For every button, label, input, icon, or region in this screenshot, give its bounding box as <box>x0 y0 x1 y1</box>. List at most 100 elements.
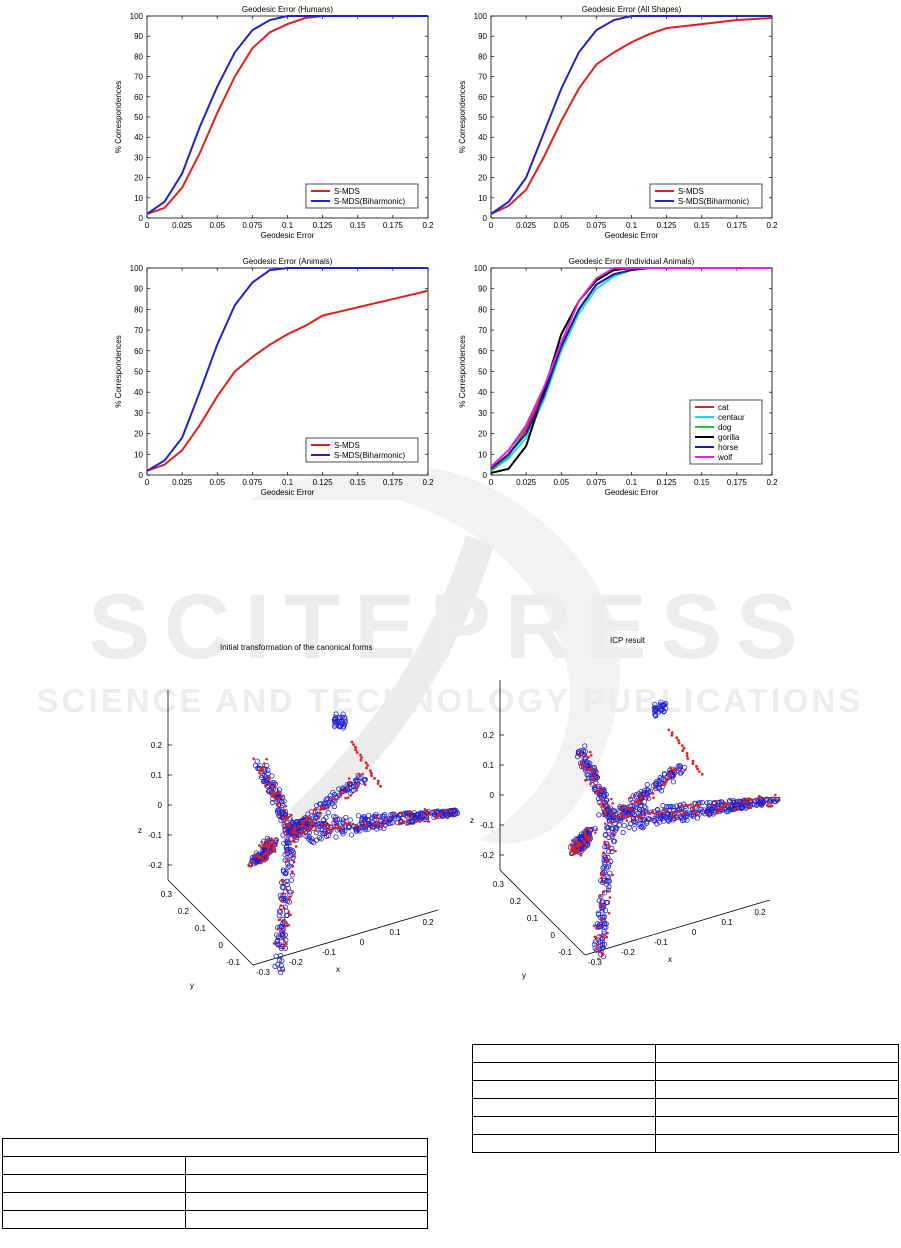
scatter-point <box>599 894 602 898</box>
scatter-point <box>282 969 286 972</box>
scatter-point <box>342 828 348 834</box>
scatter-point <box>324 823 327 826</box>
x-tick-label: 0.1 <box>282 221 294 230</box>
scatter-point <box>319 811 322 815</box>
scatter-point <box>348 821 351 825</box>
y-tick-label: 60 <box>478 93 487 102</box>
scatter-point <box>677 741 681 745</box>
scatter-point <box>612 832 615 836</box>
scatter-point <box>292 826 296 830</box>
scatter-point <box>745 801 749 804</box>
scatter-point <box>669 766 672 769</box>
y-tick-label: 90 <box>478 32 487 41</box>
y-axis-label: % Correspondences <box>114 335 123 407</box>
x-tick-label: 0.025 <box>516 478 537 487</box>
scatter-point <box>311 813 315 816</box>
y-axis-title: y <box>522 971 526 980</box>
scatter-point <box>601 953 604 957</box>
scatter-point <box>569 850 573 854</box>
x-tick-label: 0.05 <box>553 478 569 487</box>
chart-title: Geodesic Error (Animals) <box>243 257 333 266</box>
scatter-point <box>685 754 689 758</box>
scatter-point <box>711 804 714 807</box>
z-tick-label: 0.1 <box>483 761 495 770</box>
table-cell <box>655 1098 899 1117</box>
scatter-point <box>363 783 367 787</box>
table-cell <box>2 1210 186 1229</box>
scatter-point <box>261 765 265 769</box>
scatter-point <box>372 816 378 822</box>
y-tick-label: 100 <box>130 264 144 273</box>
scatter-point <box>737 799 740 803</box>
scatter-point <box>722 807 725 811</box>
scatter-point <box>608 896 612 899</box>
scatter-point <box>695 765 698 768</box>
scatter-point <box>265 757 268 761</box>
scatter-point <box>269 789 273 793</box>
scatter-point <box>596 898 602 904</box>
scatter-point <box>325 810 331 816</box>
scatter-point <box>641 804 648 810</box>
scatter-point <box>279 958 285 964</box>
scatter-point <box>273 953 279 959</box>
y-tick-label: 10 <box>134 194 143 203</box>
legend-label: horse <box>718 443 739 452</box>
scatter-point <box>409 817 415 823</box>
scatter-point <box>715 799 718 803</box>
x-tick-label: 0 <box>145 478 150 487</box>
scatter-point <box>272 793 275 797</box>
plot-area: 0 0.025 0.05 0.075 0.1 0.125 0.15 0.175 0.2 0 10 20… <box>114 5 434 240</box>
y-axis-line <box>499 869 586 956</box>
scatter-point <box>283 870 289 877</box>
y-tick-label: 0.1 <box>195 924 207 933</box>
scatter-point <box>589 769 593 773</box>
scatter-point <box>594 936 598 940</box>
scatter-point <box>410 815 413 818</box>
scatter-point <box>584 772 590 778</box>
scatter-point <box>672 811 675 814</box>
scatter-point <box>712 800 718 806</box>
scatter-point <box>289 820 295 826</box>
x-tick-label: 0 <box>145 221 150 230</box>
scatter-point <box>592 825 598 831</box>
scatter-point <box>730 800 736 806</box>
scatter-point <box>277 796 280 800</box>
chart-title: Geodesic Error (All Shapes) <box>582 5 682 14</box>
scatter-point <box>686 757 690 760</box>
x-tick-label: 0.2 <box>422 478 434 487</box>
scatter-point <box>377 821 381 824</box>
scatter-point <box>641 799 648 805</box>
legend-box <box>305 437 419 463</box>
scatter-point <box>753 797 757 801</box>
x-axis-line <box>584 899 771 956</box>
scatter-point <box>282 811 289 818</box>
scatter-point <box>671 815 678 822</box>
scatter-point <box>676 767 679 771</box>
scatter-point <box>696 811 702 817</box>
table-cell <box>655 1044 899 1063</box>
x-tick-label: 0.075 <box>242 478 263 487</box>
scatter-point <box>327 823 331 827</box>
scatter-point <box>263 780 270 786</box>
y-tick-label: 40 <box>134 133 143 142</box>
scatter-point <box>280 795 284 799</box>
scatter-point <box>686 803 690 807</box>
x-tick-label: -0.1 <box>654 938 668 947</box>
scatter-point <box>376 782 380 785</box>
x-tick-label: 0 <box>489 478 494 487</box>
scatter-point <box>309 822 312 826</box>
scatter-point <box>277 813 281 817</box>
z-tick-label: 0.1 <box>151 771 163 780</box>
scatter-point <box>364 824 368 828</box>
scatter-point <box>278 791 281 795</box>
scatter-point <box>660 803 666 809</box>
scatter-point <box>309 836 315 842</box>
scatter-point <box>584 778 587 782</box>
scatter-point <box>605 849 612 855</box>
scatter-point <box>273 842 276 846</box>
scatter-point <box>603 814 606 817</box>
scatter-point <box>656 784 662 790</box>
y-tick-label: 80 <box>478 52 487 61</box>
scatter-point <box>606 889 610 893</box>
